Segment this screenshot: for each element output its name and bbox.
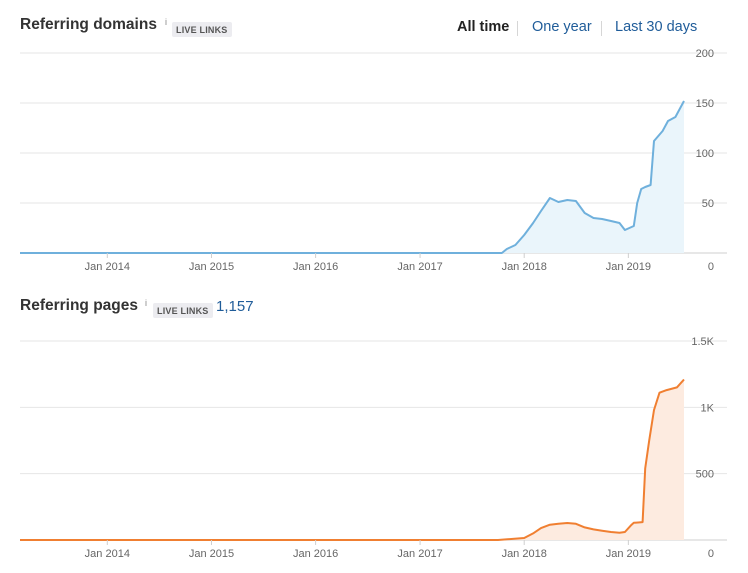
referring-pages-line	[20, 378, 685, 541]
referring-pages-live-links-badge: LIVE LINKS	[153, 303, 213, 318]
referring-pages-title: Referring pages	[20, 297, 139, 314]
x-tick-label: Jan 2019	[606, 548, 651, 560]
y-tick-label: 500	[696, 469, 714, 481]
x-tick-label: Jan 2017	[397, 548, 442, 560]
x-tick-label: Jan 2018	[502, 261, 547, 273]
x-tick-label: Jan 2016	[293, 261, 338, 273]
referring-domains-line	[20, 100, 685, 254]
x-axis-ticks: Jan 2014 Jan 2015 Jan 2016 Jan 2017 Jan 2018…	[85, 253, 651, 273]
chart-grid	[20, 52, 727, 254]
referring-domains-info-icon[interactable]: i	[165, 17, 167, 27]
referring-domains-area	[20, 101, 684, 253]
x-tick-label: Jan 2014	[85, 261, 130, 273]
x-tick-label: Jan 2018	[502, 548, 547, 560]
y-tick-label: 1.5K	[691, 336, 714, 348]
x-axis-ticks: Jan 2014 Jan 2015 Jan 2016 Jan 2017 Jan 2018…	[85, 540, 651, 560]
tab-one-year[interactable]: One year	[532, 19, 592, 35]
y-tick-label: 100	[696, 148, 714, 160]
y-tick-label: 0	[708, 548, 714, 560]
tab-separator	[517, 21, 518, 36]
referring-domains-live-links-badge: LIVE LINKS	[172, 22, 232, 37]
y-tick-label: 50	[702, 198, 714, 210]
chart-grid	[20, 340, 727, 541]
tab-all-time[interactable]: All time	[457, 19, 510, 35]
y-axis-ticks: 200 150 100 50 0	[696, 48, 714, 273]
x-tick-label: Jan 2014	[85, 548, 130, 560]
referring-domains-title: Referring domains	[20, 16, 157, 33]
y-tick-label: 0	[708, 261, 714, 273]
y-axis-ticks: 1.5K 1K 500 0	[691, 336, 714, 560]
x-tick-label: Jan 2017	[397, 261, 442, 273]
referring-pages-info-icon[interactable]: i	[145, 298, 147, 308]
y-tick-label: 200	[696, 48, 714, 60]
tab-last-30-days[interactable]: Last 30 days	[615, 19, 698, 35]
x-tick-label: Jan 2015	[189, 548, 234, 560]
x-tick-label: Jan 2016	[293, 548, 338, 560]
referring-pages-count: 1,157	[216, 298, 254, 315]
y-tick-label: 1K	[701, 402, 715, 414]
referring-pages-area	[20, 379, 684, 540]
x-tick-label: Jan 2019	[606, 261, 651, 273]
tab-separator	[601, 21, 602, 36]
y-tick-label: 150	[696, 98, 714, 110]
x-tick-label: Jan 2015	[189, 261, 234, 273]
